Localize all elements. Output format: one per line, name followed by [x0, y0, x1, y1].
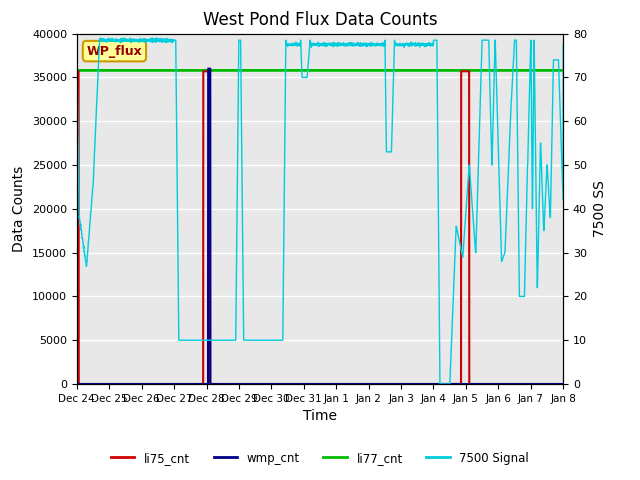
Text: WP_flux: WP_flux — [86, 45, 142, 58]
Title: West Pond Flux Data Counts: West Pond Flux Data Counts — [203, 11, 437, 29]
Y-axis label: 7500 SS: 7500 SS — [593, 180, 607, 237]
Y-axis label: Data Counts: Data Counts — [12, 166, 26, 252]
Legend: li75_cnt, wmp_cnt, li77_cnt, 7500 Signal: li75_cnt, wmp_cnt, li77_cnt, 7500 Signal — [106, 447, 534, 469]
X-axis label: Time: Time — [303, 409, 337, 423]
